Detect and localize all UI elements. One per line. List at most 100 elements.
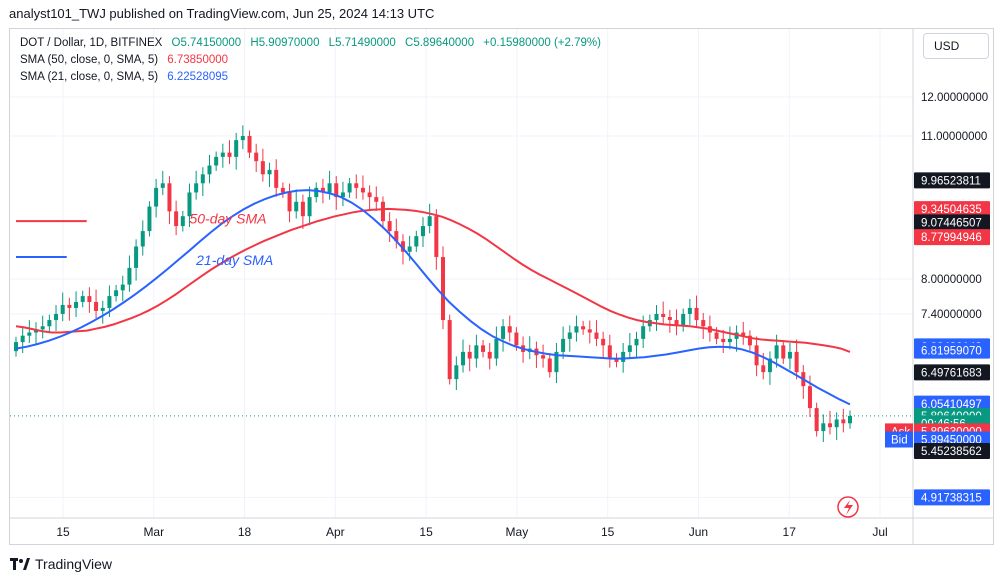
candle-body [461, 351, 466, 366]
candle-body [14, 342, 18, 352]
candle-body [541, 355, 546, 359]
time-tick-label: Jun [689, 525, 708, 539]
candle-body [320, 187, 325, 193]
candle-body [174, 211, 179, 227]
candle-body [74, 301, 79, 308]
candle-body [561, 338, 566, 352]
candle-body [761, 365, 766, 373]
candle-body [394, 231, 399, 242]
price-tag-bg [914, 229, 990, 246]
candle-body [180, 216, 185, 227]
candle-body [634, 338, 639, 346]
candle-body [87, 296, 92, 302]
side-tag-bg [885, 431, 913, 448]
candle-body [701, 320, 706, 327]
price-tick-label: 7.40000000 [921, 309, 982, 321]
time-tick-label: 15 [419, 525, 433, 539]
candle-body [340, 192, 345, 198]
candle-body [307, 197, 312, 217]
price-tag-bg [914, 364, 990, 381]
chart-annotation: 50-day SMA [189, 211, 266, 227]
candle-body [781, 345, 786, 359]
publish-header: analyst101_TWJ published on TradingView.… [0, 0, 1003, 28]
legend-high: H5.90970000 [250, 37, 320, 49]
candle-body [614, 358, 619, 362]
legend-change: +0.15980000 (+2.79%) [483, 37, 601, 49]
candle-body [67, 304, 72, 308]
candle-body [280, 187, 285, 193]
legend-sma21-value: 6.22528095 [167, 71, 229, 83]
chart-legend: DOT / Dollar, 1D, BITFINEX O5.74150000 H… [20, 35, 601, 86]
candle-body [260, 161, 265, 175]
candle-body [667, 316, 672, 321]
candle-body [254, 152, 259, 162]
candle-body [487, 351, 492, 359]
legend-sma21-label: SMA (21, close, 0, SMA, 5) [20, 71, 159, 83]
candle-body [741, 332, 746, 336]
footer-brand: TradingView [35, 556, 113, 572]
candle-body [767, 358, 772, 373]
sma50-line [15, 207, 851, 353]
chart-panel[interactable]: 50-day SMA 21-day SMA 12.00000000 11.000000… [9, 28, 994, 545]
candle-body [494, 338, 499, 359]
candle-body [474, 345, 479, 359]
candle-body [287, 192, 292, 212]
side-tag-label: Bid [891, 434, 908, 446]
candle-body [621, 351, 626, 362]
currency-label: USD [934, 39, 960, 53]
time-tick-label: May [506, 525, 529, 539]
candle-body [447, 320, 452, 380]
candle-body [714, 332, 719, 339]
candle-body [387, 221, 392, 232]
candle-body [187, 192, 192, 217]
candle-body [274, 169, 279, 188]
candle-body [94, 301, 99, 311]
candle-body [334, 183, 339, 198]
candle-body [207, 165, 212, 175]
time-tick-label: Jul [872, 525, 887, 539]
time-tick-label: 18 [238, 525, 252, 539]
candle-body [821, 423, 826, 432]
candle-body [400, 241, 405, 252]
candle-body [467, 351, 472, 359]
price-tick-label: 11.00000000 [921, 131, 987, 143]
currency-selector[interactable]: USD [923, 33, 989, 59]
price-chart[interactable]: 50-day SMA 21-day SMA 12.00000000 11.000000… [10, 29, 994, 545]
time-tick-label: 15 [56, 525, 70, 539]
candle-body [407, 246, 412, 252]
tradingview-footer[interactable]: TradingView [10, 552, 112, 576]
candle-body [594, 332, 599, 339]
candle-body [787, 351, 792, 359]
candle-body [581, 326, 586, 330]
candle-body [814, 408, 819, 432]
candle-body [774, 345, 779, 359]
candle-body [27, 332, 32, 336]
lightning-icon [837, 496, 859, 518]
legend-open: O5.74150000 [171, 37, 242, 49]
legend-ohlc-row: DOT / Dollar, 1D, BITFINEX O5.74150000 H… [20, 35, 601, 52]
candle-body [160, 183, 165, 188]
candle-body [134, 246, 139, 268]
candle-body [120, 284, 125, 291]
candle-body [420, 226, 425, 237]
price-tag-label: 6.49761683 [921, 367, 982, 379]
legend-sma50-row[interactable]: SMA (50, close, 0, SMA, 5) 6.73850000 [20, 52, 601, 69]
candle-body [240, 135, 245, 141]
candle-body [654, 313, 659, 321]
legend-close: C5.89640000 [405, 37, 475, 49]
candle-body [848, 415, 852, 424]
candle-body [794, 351, 799, 373]
candle-body [807, 386, 812, 409]
price-tag-bg [914, 443, 990, 460]
candle-body [267, 169, 272, 175]
price-tag-label: 9.34504635 [921, 204, 982, 216]
candle-body [587, 329, 592, 333]
price-tag-bg [914, 342, 990, 359]
candle-body [687, 307, 692, 314]
candle-body [80, 296, 85, 302]
candle-body [140, 231, 145, 247]
price-tag-label: 4.91738315 [921, 492, 982, 504]
legend-sma50-label: SMA (50, close, 0, SMA, 5) [20, 54, 159, 66]
legend-sma21-row[interactable]: SMA (21, close, 0, SMA, 5) 6.22528095 [20, 69, 601, 86]
candle-body [234, 140, 239, 157]
